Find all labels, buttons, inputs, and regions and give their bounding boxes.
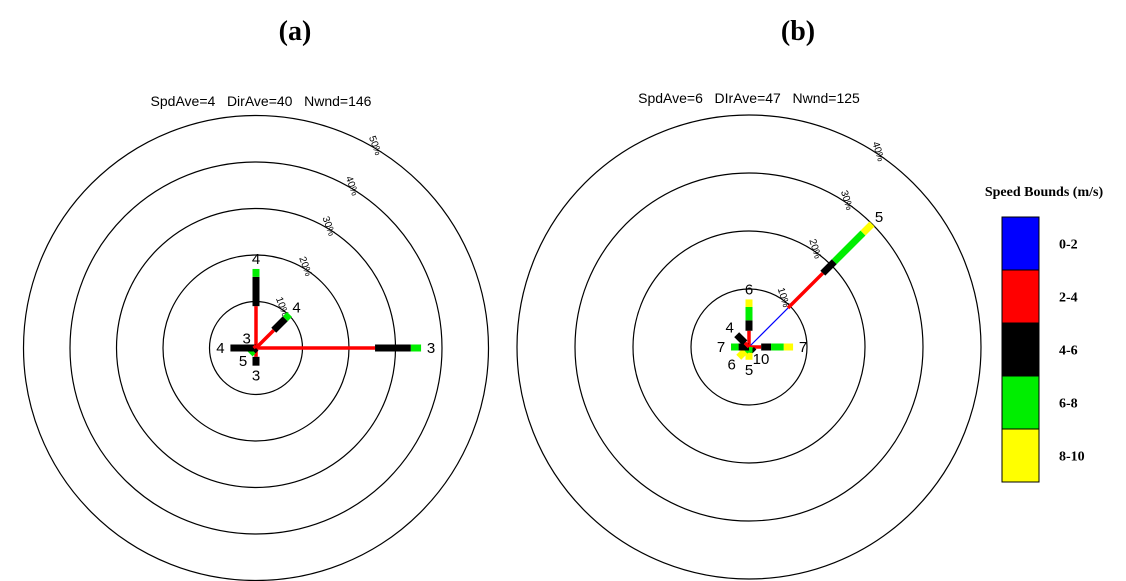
- petal-label-225: 6: [728, 356, 736, 373]
- legend-label-0-2: 0-2: [1059, 238, 1078, 253]
- petal-segment-45-6-8: [282, 311, 293, 322]
- legend: Speed Bounds (m/s) 0-2 2-4 4-6 6-8 8-10: [985, 185, 1104, 483]
- legend-swatch-2-4: [1001, 269, 1040, 324]
- petal-segment-45-2-4: [254, 329, 275, 350]
- petal-label-90: 7: [799, 339, 807, 356]
- panel-b-label: (b): [781, 16, 815, 47]
- legend-swatch-8-10: [1001, 428, 1040, 483]
- petal-segment-315-2-4: [743, 341, 751, 349]
- ring-label: 20%: [296, 255, 313, 278]
- panel-b-stats: SpdAve=6 DIrAve=47 Nwnd=125: [638, 90, 860, 106]
- petal-segment-315-4-6: [734, 332, 748, 346]
- ring-30: [574, 172, 924, 522]
- petal-label-315: 3: [242, 331, 250, 348]
- legend-label-6-8: 6-8: [1059, 397, 1078, 412]
- panel-a-label: (a): [279, 16, 312, 47]
- ring-40: [516, 114, 982, 580]
- panel-a-stats: SpdAve=4 DirAve=40 Nwnd=146: [151, 93, 372, 109]
- petal-label-135: 10: [753, 351, 770, 368]
- legend-swatch-4-6: [1001, 322, 1040, 377]
- petal-segment-45-4-6: [271, 316, 288, 333]
- petal-segment-225-8-10: [736, 348, 748, 360]
- legend-swatch-6-8: [1001, 375, 1040, 430]
- ring-label: 40%: [343, 175, 360, 198]
- petal-segment-45-2-4: [786, 271, 825, 310]
- ring-label: 20%: [806, 238, 822, 260]
- ring-10: [690, 288, 808, 406]
- petal-segment-45-0-2: [748, 307, 789, 348]
- petal-label-0: 6: [745, 281, 753, 298]
- petal-segment-45-6-8: [831, 230, 866, 265]
- ring-label: 30%: [838, 189, 854, 211]
- ring-label: 30%: [320, 215, 337, 238]
- ring-40: [69, 161, 443, 535]
- petal-label-45: 5: [875, 209, 883, 226]
- legend-label-4-6: 4-6: [1059, 344, 1078, 359]
- petal-label-270: 4: [216, 340, 224, 357]
- ring-label: 50%: [366, 135, 383, 158]
- petal-label-315: 4: [725, 320, 733, 337]
- petal-label-45: 4: [292, 299, 300, 316]
- petal-label-180: 5: [745, 362, 753, 379]
- petal-label-270: 7: [717, 339, 725, 356]
- legend-label-8-10: 8-10: [1059, 450, 1085, 465]
- petal-segment-315-2-4: [252, 344, 258, 350]
- legend-title: Speed Bounds (m/s): [985, 185, 1104, 200]
- petal-label-225: 5: [239, 353, 247, 370]
- petal-segment-45-8-10: [860, 221, 875, 236]
- ring-20: [632, 230, 866, 464]
- legend-swatch-0-2: [1001, 216, 1040, 271]
- ring-label: 40%: [870, 141, 886, 163]
- petal-label-90: 3: [427, 340, 435, 357]
- petal-segment-45-4-6: [820, 259, 837, 276]
- petal-label-180: 3: [252, 368, 260, 385]
- legend-label-2-4: 2-4: [1059, 291, 1078, 306]
- petal-label-0: 4: [252, 251, 260, 268]
